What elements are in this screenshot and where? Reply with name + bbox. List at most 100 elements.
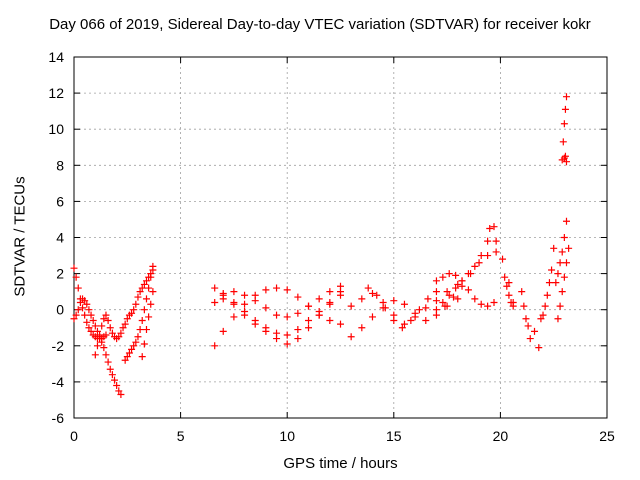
data-point [283,286,291,294]
data-point [273,335,281,343]
data-point [561,105,569,113]
data-point [100,344,108,352]
data-point [123,353,131,361]
data-point [477,252,485,260]
data-point [560,234,568,241]
data-point [531,327,539,335]
data-point [106,365,114,373]
y-tick-label: -4 [52,374,65,390]
data-point [358,324,366,332]
data-point [422,317,430,325]
data-point [505,279,513,287]
data-point [458,282,466,290]
data-point [89,317,97,325]
data-point [142,277,150,285]
data-point [554,315,562,323]
grid [74,57,607,418]
data-point [142,295,150,303]
data-points [70,93,573,399]
data-point [251,320,259,328]
data-point [85,324,93,332]
data-point [398,324,406,332]
data-point [145,284,153,292]
data-point [518,288,526,296]
data-point [490,223,498,231]
data-point [562,259,570,267]
y-tick-label: 8 [56,157,64,173]
data-point [117,329,125,337]
data-point [142,326,150,334]
data-point [211,284,219,292]
data-point [522,315,530,323]
tick-labels: 0 5 10 15 20 25 -6 -4 -2 0 2 4 6 8 10 12 14 [48,49,615,444]
data-point [140,306,148,314]
data-point [262,304,270,312]
data-point [241,291,249,299]
data-point [294,326,302,334]
data-point [76,298,84,306]
data-point [326,317,334,325]
y-tick-label: 4 [56,230,64,246]
data-point [140,340,148,348]
data-point [562,93,570,101]
data-point [550,244,558,252]
data-point [219,291,227,299]
data-point [74,284,82,292]
y-tick-label: 0 [56,302,64,318]
data-point [262,286,270,294]
data-point [149,288,157,296]
y-tick-label: 12 [48,85,64,101]
data-point [477,300,485,308]
data-point [72,273,80,281]
data-point [449,293,457,301]
data-point [443,288,451,296]
data-point [115,333,123,341]
data-point [501,273,509,281]
data-point [273,284,281,292]
data-point [554,270,562,278]
data-point [125,349,133,357]
data-point [471,262,479,270]
data-point [561,152,569,160]
data-point [505,291,513,299]
data-point [552,279,560,287]
data-point [545,279,553,287]
data-point [539,311,547,319]
data-point [98,338,106,346]
data-point [262,327,270,335]
data-point [230,313,238,321]
data-point [441,302,449,310]
x-tick-label: 25 [599,428,615,444]
data-point [294,309,302,317]
plot-frame [73,56,608,419]
data-point [128,309,136,317]
data-point [91,351,99,359]
data-point [337,320,344,328]
data-point [70,315,78,323]
data-point [548,266,556,274]
data-point [422,304,430,312]
data-point [400,320,408,328]
x-tick-label: 20 [493,428,509,444]
data-point [121,320,129,328]
data-point [411,309,419,317]
data-point [305,324,313,332]
data-point [140,280,148,288]
data-point [83,300,91,308]
data-point [368,289,376,297]
data-point [452,284,460,292]
data-point [83,318,91,326]
data-point [81,297,89,305]
data-point [439,298,447,306]
data-point [81,311,89,319]
data-point [558,288,566,296]
data-point [503,282,511,290]
x-tick-label: 15 [386,428,402,444]
data-point [132,300,140,308]
data-point [432,288,440,296]
data-point [415,306,423,314]
data-point [562,158,570,166]
data-point [509,302,517,310]
data-point [565,244,573,252]
data-point [535,344,543,352]
